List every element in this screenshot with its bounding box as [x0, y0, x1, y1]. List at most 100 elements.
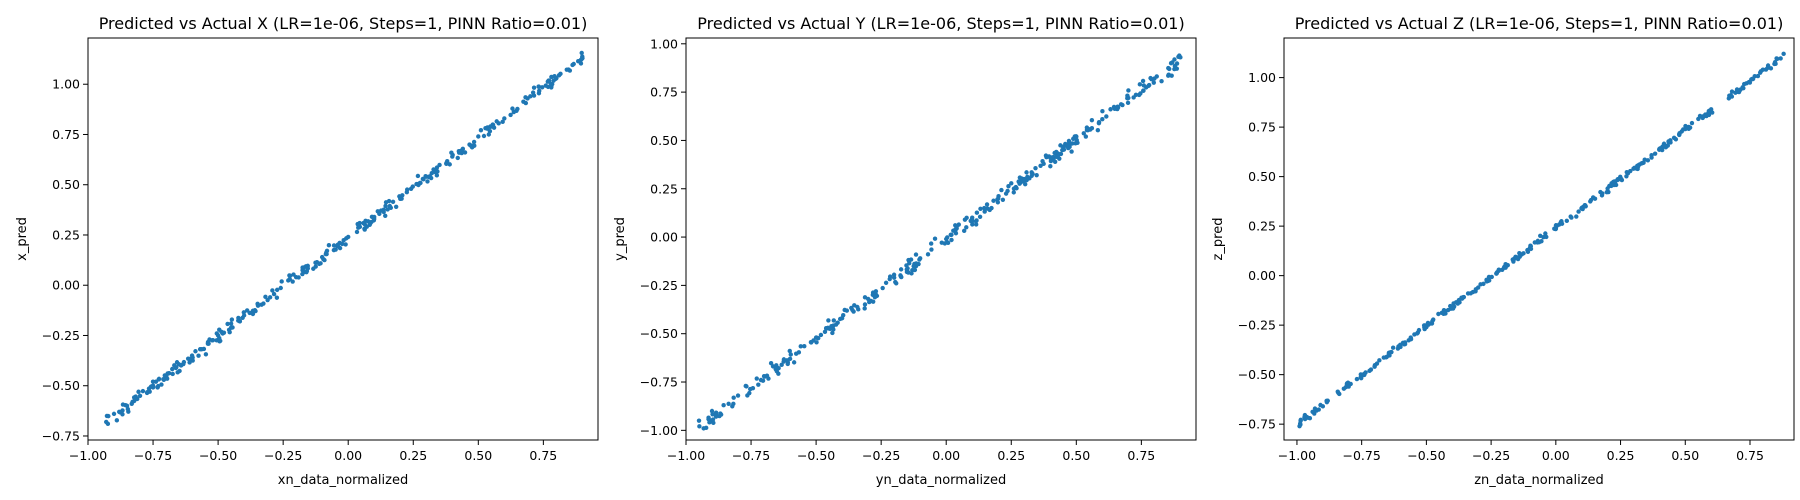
data-point	[511, 109, 516, 115]
data-point	[1683, 126, 1688, 132]
data-point	[730, 404, 735, 409]
y-tick-label: −0.25	[640, 278, 678, 293]
x-tick-label: 0.00	[932, 448, 960, 463]
data-point	[1494, 271, 1499, 276]
data-point	[974, 210, 980, 215]
data-point	[319, 254, 325, 260]
subplot-y: Predicted vs Actual Y (LR=1e-06, Steps=1…	[613, 14, 1197, 488]
data-point	[1645, 158, 1651, 163]
data-point	[839, 316, 845, 321]
data-point	[1624, 169, 1630, 175]
data-point	[488, 124, 493, 129]
data-point	[731, 395, 736, 400]
data-point	[1430, 318, 1435, 324]
data-point	[1568, 214, 1573, 219]
data-point	[1416, 327, 1422, 333]
data-point	[1503, 261, 1508, 267]
data-point	[1011, 190, 1016, 195]
x-tick-label: 0.75	[529, 448, 557, 463]
data-point	[270, 288, 275, 293]
data-point	[229, 317, 235, 322]
data-point	[1600, 191, 1605, 196]
data-point	[697, 424, 702, 429]
data-point	[939, 240, 944, 245]
data-point	[1544, 234, 1549, 240]
data-point	[163, 373, 169, 378]
plot-frame	[685, 37, 1197, 441]
data-point	[337, 245, 343, 251]
data-point	[449, 150, 454, 155]
data-point	[1310, 409, 1315, 414]
data-point	[455, 155, 460, 161]
data-point	[779, 362, 784, 368]
data-point	[1054, 154, 1059, 159]
data-point	[241, 313, 247, 318]
data-point	[554, 76, 559, 81]
data-point	[1686, 126, 1691, 131]
data-point	[203, 352, 209, 357]
data-point	[1104, 114, 1109, 119]
data-point	[912, 267, 918, 273]
plot-frame	[1283, 37, 1795, 441]
data-point	[1358, 374, 1363, 380]
data-point	[962, 217, 968, 222]
y-tick-label: 0.25	[52, 227, 80, 242]
data-point	[1624, 174, 1629, 179]
plot-frame	[87, 37, 599, 441]
data-point	[1451, 301, 1456, 306]
data-point	[949, 237, 954, 243]
scatter-points	[696, 53, 1183, 431]
data-point	[548, 81, 554, 87]
data-point	[1168, 60, 1174, 66]
data-point	[290, 279, 295, 284]
data-point	[964, 225, 969, 230]
data-point	[945, 240, 951, 246]
data-point	[372, 214, 377, 220]
y-tick-label: 0.25	[1248, 219, 1276, 234]
data-point	[1527, 245, 1533, 251]
data-point	[1755, 73, 1761, 79]
data-point	[1543, 231, 1548, 236]
data-point	[476, 134, 481, 139]
data-point	[1485, 277, 1490, 283]
data-point	[1005, 188, 1010, 194]
data-point	[1374, 361, 1380, 366]
y-tick-label: 1.00	[1248, 70, 1276, 85]
y-tick-label: −0.25	[42, 328, 80, 343]
data-point	[537, 88, 542, 94]
data-point	[540, 85, 545, 90]
data-point	[545, 79, 551, 84]
chart-title: Predicted vs Actual Y (LR=1e-06, Steps=1…	[697, 14, 1184, 33]
data-point	[383, 213, 388, 218]
data-point	[1095, 128, 1101, 133]
data-point	[199, 347, 204, 352]
data-point	[1649, 155, 1654, 160]
x-axis-label: zn_data_normalized	[1474, 473, 1604, 488]
data-point	[1414, 331, 1420, 336]
data-point	[393, 204, 399, 209]
data-point	[521, 99, 526, 104]
data-point	[225, 321, 230, 327]
data-point	[1115, 104, 1120, 109]
data-point	[991, 198, 996, 203]
data-point	[1071, 136, 1076, 141]
data-point	[758, 377, 764, 383]
data-point	[346, 234, 351, 240]
data-point	[826, 318, 831, 323]
data-point	[1172, 57, 1177, 62]
data-point	[1167, 66, 1172, 72]
data-point	[1515, 255, 1520, 260]
data-point	[228, 321, 234, 326]
data-point	[987, 207, 992, 213]
data-point	[383, 200, 389, 205]
data-point	[314, 260, 320, 265]
data-point	[1740, 85, 1745, 90]
data-point	[1070, 141, 1075, 146]
chart-title: Predicted vs Actual Z (LR=1e-06, Steps=1…	[1295, 14, 1784, 33]
data-point	[445, 158, 450, 164]
data-point	[1064, 143, 1069, 149]
data-point	[1638, 161, 1644, 166]
data-point	[913, 252, 919, 257]
data-point	[1298, 417, 1303, 423]
data-point	[578, 61, 584, 66]
